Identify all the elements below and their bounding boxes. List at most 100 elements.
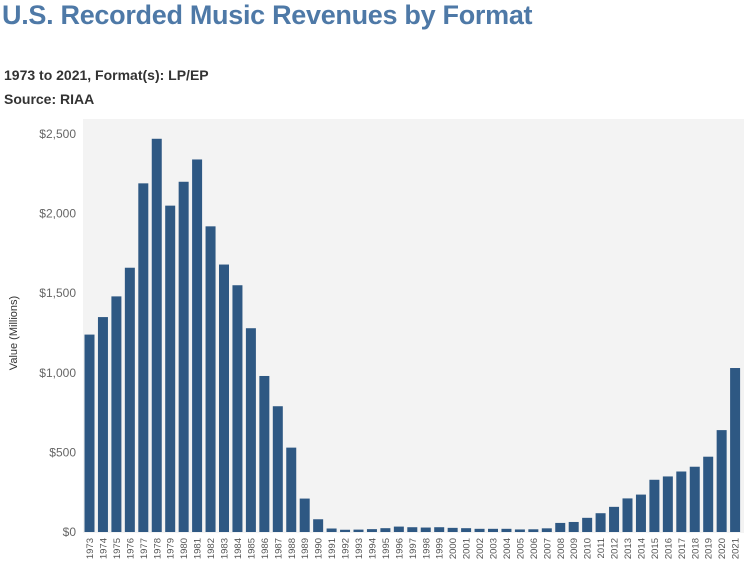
x-tick-label: 1994: [367, 538, 378, 559]
y-tick-label: $1,000: [39, 366, 76, 380]
bar: [635, 494, 646, 532]
x-tick-label: 1974: [98, 538, 109, 559]
bar: [609, 506, 620, 532]
bar: [434, 527, 445, 532]
x-tick-label: 1982: [206, 538, 217, 559]
bar: [313, 519, 324, 532]
bar: [461, 528, 472, 532]
bar: [393, 526, 404, 532]
bar: [205, 226, 216, 532]
bar: [245, 328, 256, 532]
bar: [84, 334, 95, 532]
bar: [582, 517, 593, 532]
x-tick-label: 1985: [246, 538, 257, 559]
bar: [488, 528, 498, 532]
y-axis-title: Value (Millions): [8, 296, 20, 370]
bar: [703, 456, 714, 532]
x-tick-label: 2015: [650, 538, 661, 559]
x-tick-label: 2003: [489, 538, 500, 559]
bar: [165, 205, 176, 532]
x-tick-label: 2007: [542, 538, 553, 559]
bar: [528, 529, 539, 532]
y-tick-label: $2,000: [39, 207, 76, 221]
bar: [340, 529, 351, 532]
x-tick-label: 2011: [596, 538, 607, 558]
x-tick-label: 2018: [690, 538, 701, 559]
x-tick-label: 2006: [529, 538, 540, 559]
bar: [366, 529, 377, 532]
x-tick-label: 2004: [502, 538, 513, 559]
x-tick-label: 2000: [448, 538, 459, 559]
bar: [541, 528, 552, 532]
bar: [380, 528, 391, 532]
bar: [447, 527, 458, 532]
x-tick-label: 1988: [287, 538, 298, 559]
chart-title: U.S. Recorded Music Revenues by Format: [2, 0, 533, 30]
bar: [649, 479, 660, 532]
y-tick-label: $500: [49, 445, 76, 459]
bar: [111, 296, 122, 532]
x-tick-label: 2019: [704, 538, 715, 559]
bar: [662, 476, 673, 532]
x-tick-label: 2014: [636, 538, 647, 559]
x-tick-label: 2012: [610, 538, 621, 559]
x-tick-label: 2016: [663, 538, 674, 559]
x-tick-label: 1990: [314, 538, 325, 559]
bar: [138, 183, 149, 532]
x-tick-label: 1973: [85, 538, 96, 559]
x-tick-label: 2017: [677, 538, 688, 559]
x-tick-label: 2013: [623, 538, 634, 559]
x-tick-label: 2009: [569, 538, 580, 559]
x-tick-label: 2008: [556, 538, 567, 559]
chart-source: Source: RIAA: [4, 91, 95, 107]
bar: [716, 430, 727, 532]
x-tick-label: 1992: [341, 538, 352, 559]
x-tick-label: 2020: [717, 538, 728, 559]
bar: [555, 522, 566, 532]
x-tick-label: 2021: [731, 538, 742, 559]
bar: [124, 267, 135, 532]
x-tick-label: 1981: [193, 538, 204, 559]
x-tick-label: 2001: [462, 538, 473, 559]
x-tick-label: 1984: [233, 538, 244, 559]
x-tick-label: 1978: [152, 538, 163, 559]
x-tick-label: 2002: [475, 538, 486, 559]
bar: [420, 527, 431, 532]
bar: [501, 528, 512, 532]
bar: [568, 521, 579, 532]
y-tick-label: $2,500: [39, 127, 76, 141]
bar: [622, 498, 633, 532]
bar: [353, 529, 364, 532]
x-tick-label: 1983: [220, 538, 231, 559]
bar: [689, 466, 700, 532]
bar: [219, 264, 229, 532]
bar: [299, 498, 310, 532]
bar: [286, 447, 297, 532]
y-tick-label: $0: [63, 525, 77, 539]
x-tick-label: 2005: [515, 538, 526, 559]
chart-subtitle: 1973 to 2021, Format(s): LP/EP: [4, 67, 209, 83]
x-tick-label: 1993: [354, 538, 365, 559]
x-tick-label: 1987: [273, 538, 284, 559]
x-tick-label: 1997: [408, 538, 419, 559]
bar: [178, 181, 189, 532]
x-tick-label: 1975: [112, 538, 123, 559]
x-tick-label: 1991: [327, 538, 338, 559]
bar: [151, 138, 162, 532]
bar: [97, 317, 108, 532]
bar: [326, 528, 337, 532]
bar: [407, 527, 418, 532]
x-tick-label: 1999: [435, 538, 446, 559]
bar: [192, 159, 203, 532]
x-tick-label: 1980: [179, 538, 190, 559]
x-tick-label: 1989: [300, 538, 311, 559]
bar: [272, 406, 283, 532]
bar: [474, 528, 485, 532]
x-tick-label: 1979: [166, 538, 177, 559]
bar: [514, 529, 525, 532]
x-tick-label: 1976: [125, 538, 136, 559]
x-tick-label: 2010: [583, 538, 594, 559]
bar: [676, 471, 687, 532]
x-tick-label: 1998: [421, 538, 432, 559]
